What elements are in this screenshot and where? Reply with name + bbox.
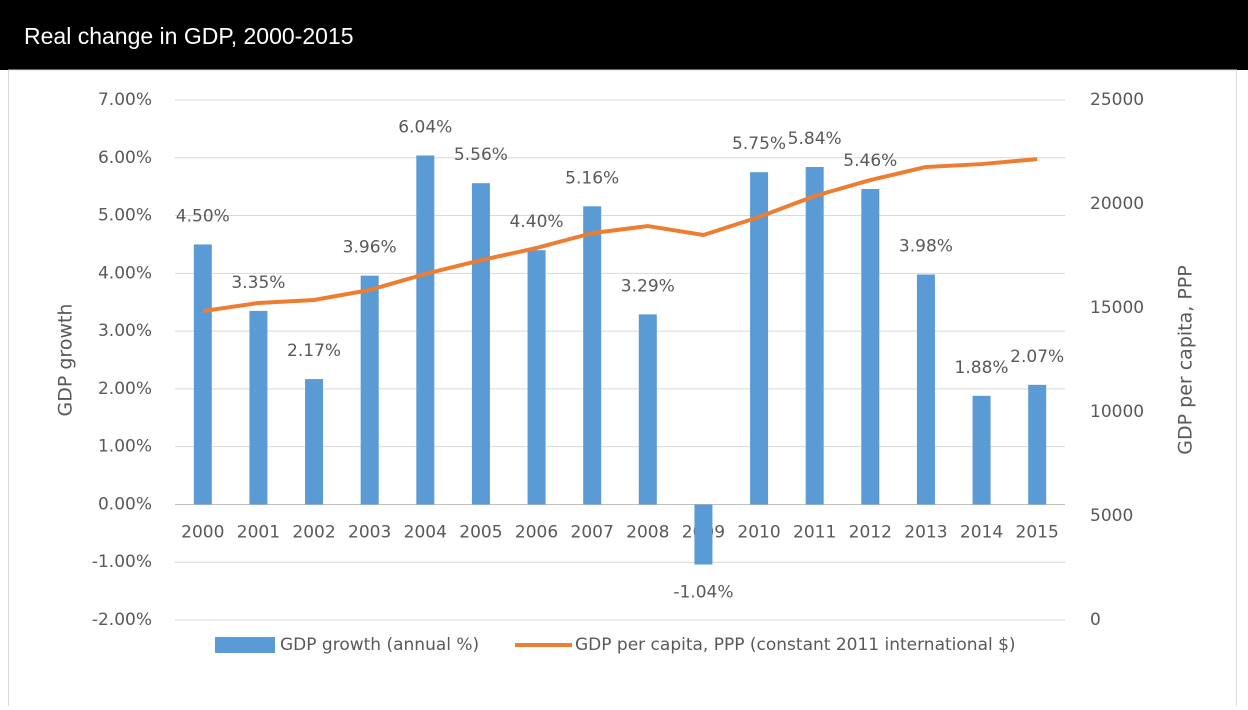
- y2-tick-label: 20000: [1090, 194, 1144, 214]
- y2-tick-label: 10000: [1090, 402, 1144, 422]
- y-tick-label: -1.00%: [92, 552, 152, 572]
- bar: [583, 206, 602, 505]
- x-tick-label: 2011: [793, 522, 836, 542]
- bar: [471, 183, 490, 505]
- bar: [750, 172, 769, 505]
- y-tick-label: 2.00%: [98, 379, 152, 399]
- data-label: 3.98%: [899, 236, 953, 256]
- x-tick-label: 2000: [181, 522, 224, 542]
- bar: [193, 244, 212, 505]
- data-label: 1.88%: [955, 358, 1009, 378]
- y2-tick-label: 5000: [1090, 506, 1133, 526]
- data-label: 5.75%: [732, 134, 786, 154]
- chart-title: Real change in GDP, 2000-2015: [24, 23, 353, 49]
- y-tick-label: 1.00%: [98, 437, 152, 457]
- legend-label: GDP per capita, PPP (constant 2011 inter…: [575, 635, 1016, 655]
- bar: [360, 275, 379, 505]
- x-tick-label: 2012: [849, 522, 892, 542]
- x-tick-label: 2008: [626, 522, 669, 542]
- data-label: 3.96%: [343, 238, 397, 258]
- y-tick-label: 3.00%: [98, 321, 152, 341]
- x-tick-label: 2004: [404, 522, 447, 542]
- x-tick-label: 2014: [960, 522, 1003, 542]
- bar: [305, 379, 324, 505]
- data-label: 3.35%: [231, 273, 285, 293]
- y-tick-label: 7.00%: [98, 90, 152, 110]
- y-tick-label: -2.00%: [92, 610, 152, 630]
- header-bar: [0, 0, 1248, 70]
- data-label: 5.56%: [454, 145, 508, 165]
- x-tick-label: 2006: [515, 522, 558, 542]
- data-label: 5.16%: [565, 168, 619, 188]
- line: [202, 157, 1038, 314]
- x-tick-label: 2007: [571, 522, 614, 542]
- bar: [416, 155, 435, 505]
- chart-frame: [8, 69, 1237, 710]
- bar: [527, 250, 546, 505]
- data-label: 4.50%: [176, 206, 230, 226]
- bar: [972, 395, 991, 505]
- data-label: 5.84%: [788, 129, 842, 149]
- legend-label: GDP growth (annual %): [280, 635, 479, 655]
- data-label: 2.17%: [287, 341, 341, 361]
- bar: [916, 274, 935, 505]
- y-tick-label: 5.00%: [98, 206, 152, 226]
- y2-tick-label: 25000: [1090, 90, 1144, 110]
- y2-tick-label: 0: [1090, 610, 1101, 630]
- y2-tick-label: 15000: [1090, 298, 1144, 318]
- x-tick-label: 2013: [904, 522, 947, 542]
- data-label: 5.46%: [843, 151, 897, 171]
- bar: [805, 167, 824, 505]
- bar: [1028, 384, 1047, 505]
- bar: [249, 310, 268, 505]
- y-tick-label: 4.00%: [98, 263, 152, 283]
- x-tick-label: 2010: [737, 522, 780, 542]
- x-tick-label: 2015: [1016, 522, 1059, 542]
- data-label: 4.40%: [510, 212, 564, 232]
- x-tick-label: 2005: [459, 522, 502, 542]
- legend-swatch: [215, 637, 275, 653]
- y2-axis-title: GDP per capita, PPP: [1175, 265, 1197, 454]
- bar: [861, 188, 880, 505]
- y-axis-title: GDP growth: [55, 304, 77, 417]
- bar: [638, 314, 657, 505]
- y-tick-label: 6.00%: [98, 148, 152, 168]
- x-tick-label: 2003: [348, 522, 391, 542]
- data-label: 6.04%: [398, 117, 452, 137]
- data-label: 3.29%: [621, 276, 675, 296]
- x-tick-label: 2001: [237, 522, 280, 542]
- data-label: -1.04%: [673, 583, 733, 603]
- bar: [694, 504, 713, 565]
- data-label: 2.07%: [1010, 347, 1064, 367]
- x-tick-label: 2002: [292, 522, 335, 542]
- y-tick-label: 0.00%: [98, 494, 152, 514]
